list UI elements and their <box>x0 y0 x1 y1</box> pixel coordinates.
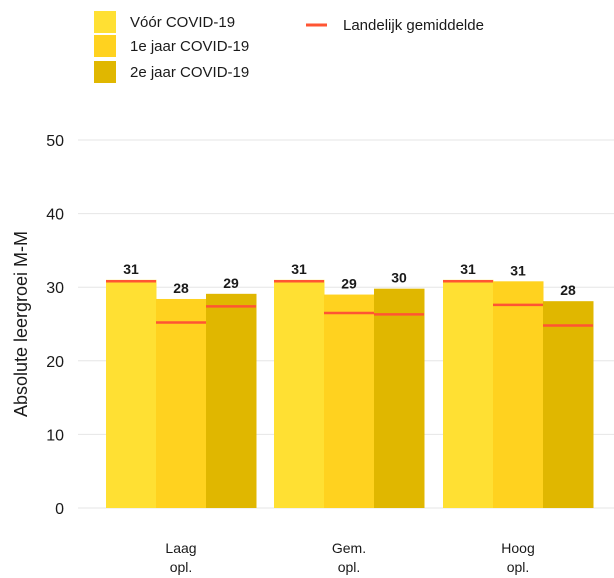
value-label-1-1: 29 <box>341 276 357 292</box>
bar-1-0 <box>274 279 325 508</box>
reference-lines <box>106 280 593 327</box>
legend-label-2: 2e jaar COVID-19 <box>130 64 249 81</box>
bar-2-1 <box>493 281 544 508</box>
x-tick-label-1-0: Gem. <box>332 540 366 556</box>
y-axis-ticks: 0 10 20 30 40 50 <box>46 133 64 518</box>
y-tick-label-30: 30 <box>46 280 64 297</box>
bar-2-0 <box>443 279 494 508</box>
value-label-2-0: 31 <box>460 261 476 277</box>
value-label-1-0: 31 <box>291 261 307 277</box>
bar-1-1 <box>324 294 375 508</box>
bar-0-2 <box>206 293 257 508</box>
x-tick-label-0-1: opl. <box>170 559 193 575</box>
value-labels: 31 28 29 31 29 30 31 31 28 <box>123 261 576 298</box>
legend-swatch-2 <box>94 61 116 83</box>
x-axis-labels: Laag opl. Gem. opl. Hoog opl. <box>165 540 534 575</box>
value-label-2-1: 31 <box>510 262 526 278</box>
value-label-2-2: 28 <box>560 282 576 298</box>
bars <box>106 279 594 508</box>
legend-swatch-1 <box>94 35 116 57</box>
y-tick-label-10: 10 <box>46 427 64 444</box>
y-tick-label-20: 20 <box>46 354 64 371</box>
legend-reference-label: Landelijk gemiddelde <box>343 17 484 34</box>
y-tick-label-50: 50 <box>46 133 64 150</box>
legend-label-1: 1e jaar COVID-19 <box>130 38 249 55</box>
x-tick-label-1-1: opl. <box>338 559 361 575</box>
y-axis-label: Absolute leergroei M-M <box>11 231 31 417</box>
x-tick-label-2-1: opl. <box>507 559 530 575</box>
value-label-0-1: 28 <box>173 280 189 296</box>
legend-swatch-0 <box>94 11 116 33</box>
bar-0-0 <box>106 279 157 508</box>
x-tick-label-0-0: Laag <box>165 540 196 556</box>
legend-label-0: Vóór COVID-19 <box>130 14 235 31</box>
value-label-0-0: 31 <box>123 261 139 277</box>
legend: Vóór COVID-19 1e jaar COVID-19 2e jaar COV… <box>94 11 484 83</box>
y-tick-label-40: 40 <box>46 207 64 224</box>
value-label-0-2: 29 <box>223 275 239 291</box>
bar-2-2 <box>543 301 594 508</box>
value-label-1-2: 30 <box>391 270 407 286</box>
bar-1-2 <box>374 288 425 508</box>
bar-0-1 <box>156 298 207 508</box>
y-tick-label-0: 0 <box>55 501 64 518</box>
x-tick-label-2-0: Hoog <box>501 540 534 556</box>
